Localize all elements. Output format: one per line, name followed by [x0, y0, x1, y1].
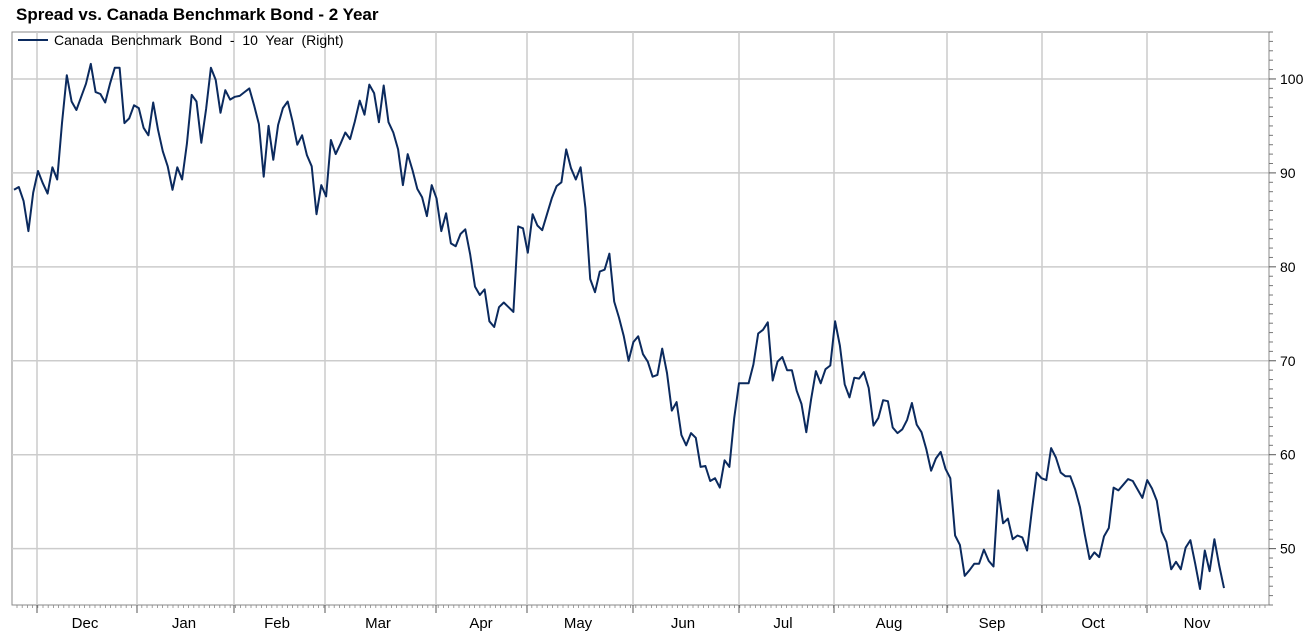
x-tick-label: Jul — [773, 615, 792, 632]
x-tick-label: Nov — [1184, 615, 1211, 632]
y-tick-label: 80 — [1280, 259, 1296, 275]
horizontal-gridlines — [12, 78, 1269, 550]
x-tick-label: Aug — [876, 615, 903, 632]
plot-frame — [11, 31, 1270, 606]
x-tick-label: Jan — [172, 615, 196, 632]
x-tick-label: Dec — [72, 615, 99, 632]
series-layer — [13, 62, 1225, 590]
x-tick-label: May — [564, 615, 593, 632]
legend: Canada Benchmark Bond - 10 Year (Right) — [18, 32, 344, 48]
y-axis-right: 50 60 70 80 90 100 — [1268, 31, 1304, 606]
x-tick-label: Sep — [979, 615, 1006, 632]
x-tick-label: Oct — [1081, 615, 1105, 632]
x-tick-label: Apr — [469, 615, 492, 632]
chart-title: Spread vs. Canada Benchmark Bond - 2 Yea… — [16, 5, 379, 24]
x-axis: Dec Jan Feb Mar Apr May Jun Jul Aug Sep Oct Nov — [16, 605, 1266, 632]
vertical-gridlines — [36, 32, 1148, 605]
y-tick-label: 100 — [1280, 71, 1304, 87]
y-tick-label: 70 — [1280, 353, 1296, 369]
y-tick-label: 50 — [1280, 541, 1296, 557]
x-tick-label: Mar — [365, 615, 391, 632]
series-line-canada-10y — [13, 62, 1225, 590]
y-tick-label: 60 — [1280, 447, 1296, 463]
x-tick-label: Jun — [671, 615, 695, 632]
x-tick-label: Feb — [264, 615, 290, 632]
legend-label: Canada Benchmark Bond - 10 Year (Right) — [54, 32, 344, 48]
y-tick-label: 90 — [1280, 165, 1296, 181]
